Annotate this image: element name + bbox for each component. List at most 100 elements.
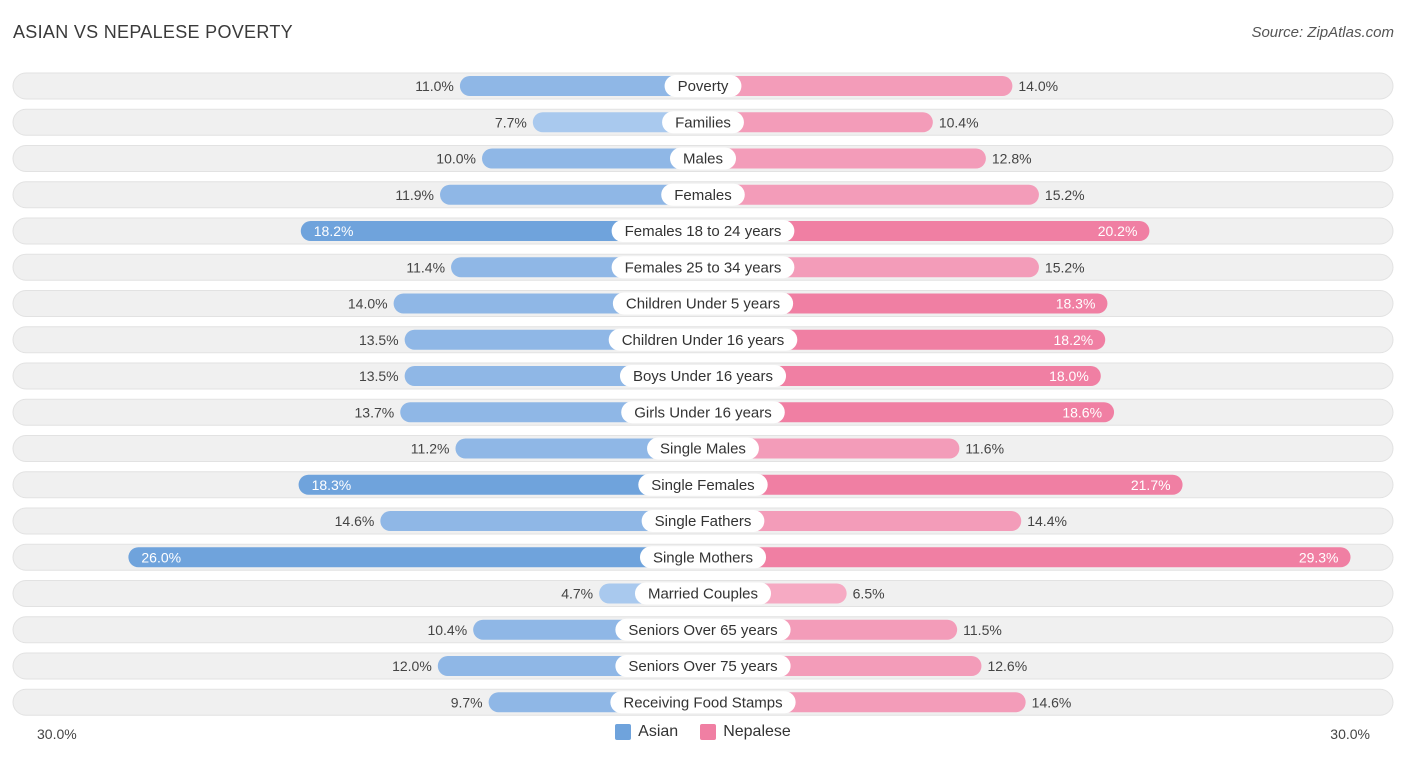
bar-asian — [455, 438, 703, 459]
bar-nepalese — [703, 148, 986, 169]
bar-nepalese — [703, 402, 1115, 423]
category-label-bg — [634, 582, 772, 605]
category-label-bg — [615, 618, 791, 641]
category-label: Males — [683, 151, 723, 168]
value-label-asian: 18.2% — [314, 223, 354, 239]
category-label-bg — [638, 473, 768, 496]
legend-swatch-nepalese — [700, 724, 717, 740]
value-label-asian: 14.0% — [348, 296, 388, 312]
value-label-nepalese: 14.6% — [1032, 694, 1072, 710]
category-label-bg — [612, 292, 794, 315]
bar-nepalese — [703, 511, 1022, 531]
chart-title: ASIAN VS NEPALESE POVERTY — [13, 22, 293, 42]
bar-nepalese — [703, 547, 1351, 568]
category-label: Single Mothers — [653, 549, 753, 566]
value-label-nepalese: 18.3% — [1056, 296, 1096, 312]
value-label-nepalese: 20.2% — [1098, 223, 1138, 239]
category-label: Single Fathers — [655, 513, 752, 530]
value-label-nepalese: 11.5% — [963, 622, 1002, 638]
value-label-nepalese: 15.2% — [1045, 187, 1085, 203]
category-label: Single Males — [660, 441, 746, 458]
value-label-nepalese: 15.2% — [1045, 259, 1085, 275]
legend-item-asian[interactable]: Asian — [615, 723, 678, 741]
bar-asian — [482, 148, 703, 169]
value-label-asian: 11.2% — [411, 441, 450, 457]
value-label-nepalese: 18.0% — [1049, 368, 1089, 384]
bar-asian — [300, 221, 703, 241]
value-label-asian: 18.3% — [312, 477, 352, 493]
category-label-bg — [639, 546, 767, 569]
value-label-nepalese: 11.6% — [965, 441, 1004, 457]
category-label: Children Under 16 years — [622, 332, 785, 349]
source-credit: Source: ZipAtlas.com — [1251, 24, 1394, 41]
value-label-nepalese: 29.3% — [1299, 549, 1339, 565]
value-label-asian: 13.5% — [359, 332, 399, 348]
value-label-nepalese: 18.2% — [1054, 332, 1094, 348]
category-label-bg — [621, 401, 785, 424]
bar-nepalese — [703, 438, 960, 459]
category-label-bg — [664, 75, 742, 97]
bar-nepalese — [703, 474, 1183, 495]
category-label: Poverty — [678, 78, 729, 95]
value-label-nepalese: 14.0% — [1018, 78, 1058, 94]
bar-nepalese — [703, 221, 1150, 241]
value-label-nepalese: 21.7% — [1131, 477, 1171, 493]
value-label-nepalese: 14.4% — [1027, 513, 1067, 529]
legend-label-nepalese: Nepalese — [723, 723, 791, 740]
bar-asian — [459, 76, 703, 96]
bar-nepalese — [703, 293, 1108, 314]
bar-asian — [532, 112, 703, 133]
category-label: Females 18 to 24 years — [625, 223, 782, 240]
category-label: Receiving Food Stamps — [623, 694, 782, 711]
axis-label-right: 30.0% — [1330, 726, 1370, 742]
category-label: Seniors Over 75 years — [628, 658, 777, 675]
category-label: Boys Under 16 years — [633, 368, 773, 385]
legend: Asian Nepalese — [0, 723, 1406, 741]
value-label-asian: 13.7% — [355, 404, 395, 420]
value-label-asian: 10.4% — [427, 622, 467, 638]
value-label-asian: 14.6% — [335, 513, 375, 529]
bar-nepalese — [703, 329, 1106, 350]
bar-asian — [380, 511, 703, 531]
category-label: Females — [674, 187, 732, 204]
category-label: Married Couples — [648, 586, 758, 603]
value-label-asian: 26.0% — [141, 549, 181, 565]
value-label-asian: 11.0% — [415, 78, 454, 94]
category-label-bg — [619, 365, 787, 387]
category-label: Families — [675, 114, 731, 131]
value-label-asian: 11.4% — [406, 259, 445, 275]
value-label-nepalese: 6.5% — [853, 586, 885, 602]
category-label-bg — [608, 328, 798, 351]
value-label-nepalese: 12.8% — [992, 151, 1032, 167]
value-label-asian: 9.7% — [451, 694, 483, 710]
bar-nepalese — [703, 76, 1013, 96]
category-label: Children Under 5 years — [626, 296, 780, 313]
legend-label-asian: Asian — [638, 723, 679, 740]
bar-nepalese — [703, 366, 1101, 386]
value-label-nepalese: 12.6% — [987, 658, 1027, 674]
legend-item-nepalese[interactable]: Nepalese — [700, 723, 791, 741]
value-label-asian: 12.0% — [392, 658, 432, 674]
category-label-bg — [662, 111, 744, 134]
category-label-bg — [611, 220, 795, 242]
value-label-asian: 11.9% — [395, 187, 434, 203]
value-label-nepalese: 18.6% — [1062, 404, 1102, 420]
value-label-asian: 4.7% — [561, 586, 593, 602]
category-label: Seniors Over 65 years — [628, 622, 777, 639]
value-label-nepalese: 10.4% — [939, 114, 979, 130]
bar-asian — [440, 184, 703, 205]
category-label-bg — [615, 655, 791, 677]
category-label: Females 25 to 34 years — [625, 259, 782, 276]
value-label-asian: 10.0% — [436, 151, 476, 167]
bar-nepalese — [703, 112, 933, 133]
category-label-bg — [641, 510, 765, 532]
legend-swatch-asian — [615, 724, 632, 740]
category-label: Single Females — [651, 477, 754, 494]
value-label-asian: 7.7% — [495, 114, 527, 130]
category-label-bg — [611, 256, 795, 279]
bar-asian — [128, 547, 703, 568]
category-label-bg — [669, 147, 737, 170]
category-label-bg — [661, 183, 745, 206]
category-label-bg — [610, 691, 796, 714]
chart: 11.0% 14.0% Poverty 7.7% 10.4% Families 10.0% 1… — [12, 72, 1394, 716]
